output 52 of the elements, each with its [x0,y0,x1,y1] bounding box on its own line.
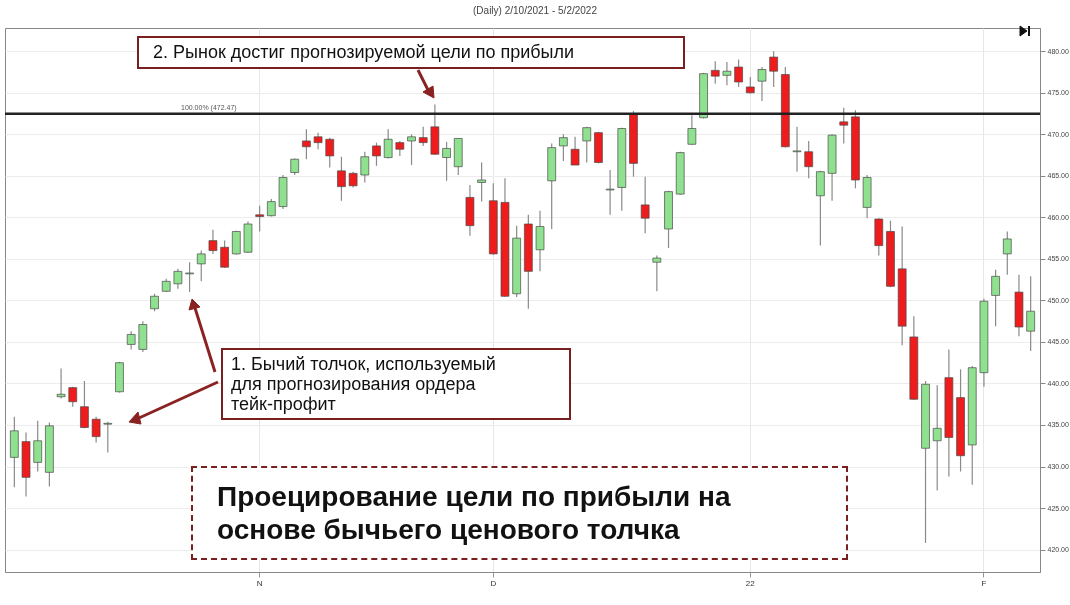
candlestick [932,384,942,492]
candlestick [33,420,43,473]
candlestick [804,140,814,179]
candlestick [313,132,323,150]
callout: 2. Рынок достиг прогнозируемой цели по прибыли [137,36,685,69]
candlestick [792,126,802,173]
candlestick [442,141,451,182]
candlestick [722,61,732,86]
candlestick [559,133,568,162]
candlestick [1026,275,1035,352]
candlestick [582,126,592,164]
callout: Проецирование цели по прибыли на основе бычьего ценового толчка [191,466,848,560]
candlestick [208,229,218,255]
candlestick [710,60,720,85]
candlestick [372,142,381,167]
candlestick [757,66,767,102]
candlestick [734,58,743,88]
candlestick [325,137,335,169]
candlestick [302,128,311,160]
candlestick [126,330,136,351]
candlestick [605,169,615,216]
candlestick [687,114,697,146]
candlestick [535,210,545,272]
candlestick [91,416,101,444]
candlestick [337,156,346,202]
candlestick [1002,230,1012,276]
x-tick-label: F [981,578,987,588]
candlestick [477,161,486,203]
candlestick [196,249,206,282]
candlestick [56,367,66,400]
candlestick [220,240,229,269]
candlestick [570,136,580,166]
candlestick [407,133,416,166]
candlestick [418,126,428,147]
x-tick-label: D [490,578,497,588]
candlestick [640,176,650,234]
candlestick [991,269,1000,327]
callout: 1. Бычий толчок, используемый для прогнозирования ордера тейк-профит [221,348,571,420]
candlestick [652,254,662,292]
candlestick [80,380,89,429]
candlestick [255,205,264,233]
candlestick [769,50,778,88]
candlestick [173,268,183,290]
candlestick [185,261,194,293]
candlestick [383,128,393,159]
candlestick [360,151,370,184]
candlestick [103,421,113,453]
candlestick [839,107,849,145]
x-tick-label: N [256,578,263,588]
x-tick-label: 22 [745,578,756,588]
candlestick [231,230,241,256]
chart-title: (Daily) 2/10/2021 - 5/2/2022 [472,5,598,16]
